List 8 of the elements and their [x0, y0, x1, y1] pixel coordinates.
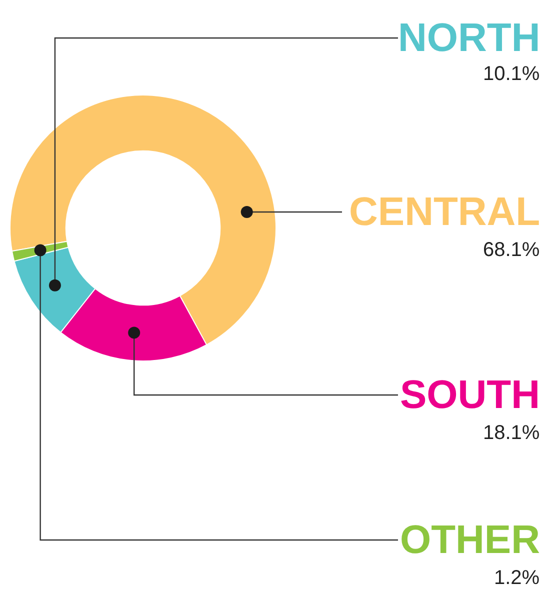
data-label: 18.1% — [483, 422, 540, 444]
slice-label: NORTH — [398, 16, 540, 60]
data-label: 10.1% — [483, 63, 540, 85]
slice-label: CENTRAL — [349, 190, 540, 234]
slice-label: SOUTH — [400, 373, 540, 417]
data-label: 68.1% — [483, 239, 540, 261]
data-label: 1.2% — [494, 567, 540, 589]
slice-label: OTHER — [400, 518, 540, 562]
